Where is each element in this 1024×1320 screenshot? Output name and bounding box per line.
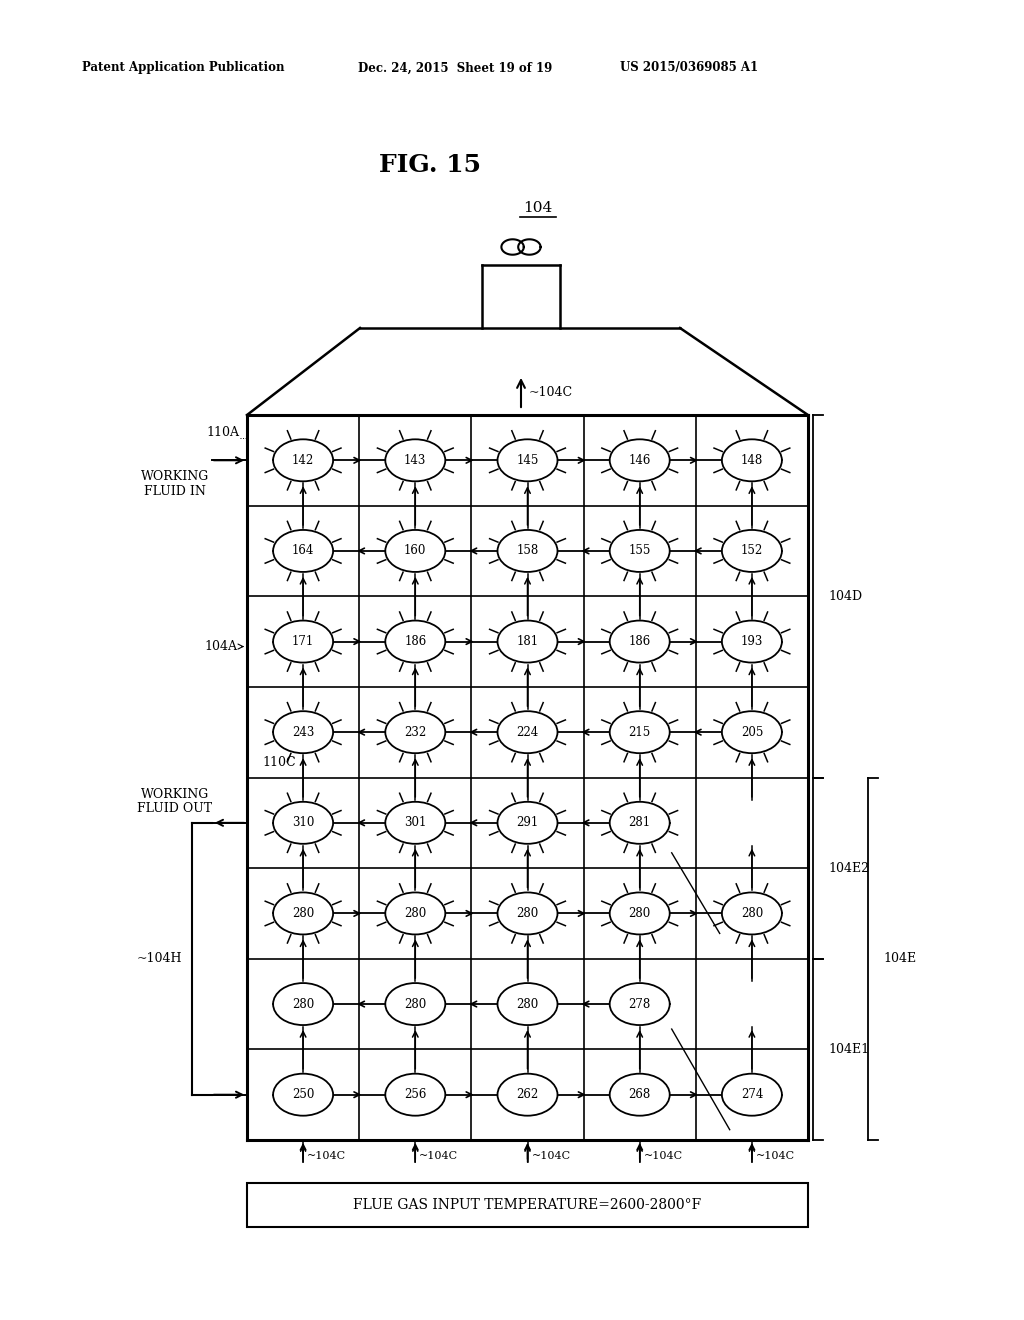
Text: 143: 143 <box>404 454 426 467</box>
Ellipse shape <box>609 620 670 663</box>
Text: ~104C: ~104C <box>756 1151 795 1162</box>
Text: 281: 281 <box>629 816 651 829</box>
Ellipse shape <box>609 440 670 482</box>
Text: 280: 280 <box>404 907 426 920</box>
Text: 145: 145 <box>516 454 539 467</box>
Text: 104A: 104A <box>204 640 237 653</box>
Text: 155: 155 <box>629 544 651 557</box>
Ellipse shape <box>273 892 333 935</box>
Ellipse shape <box>609 1073 670 1115</box>
Ellipse shape <box>609 529 670 572</box>
Ellipse shape <box>609 983 670 1026</box>
Text: 110A: 110A <box>206 426 239 438</box>
Text: 268: 268 <box>629 1088 651 1101</box>
Ellipse shape <box>273 1073 333 1115</box>
Text: FLUE GAS INPUT TEMPERATURE=2600-2800°F: FLUE GAS INPUT TEMPERATURE=2600-2800°F <box>353 1199 701 1212</box>
Text: 152: 152 <box>740 544 763 557</box>
Ellipse shape <box>385 892 445 935</box>
Text: 278: 278 <box>629 998 651 1011</box>
Text: 280: 280 <box>629 907 651 920</box>
Ellipse shape <box>273 529 333 572</box>
Ellipse shape <box>385 983 445 1026</box>
Text: 164: 164 <box>292 544 314 557</box>
Ellipse shape <box>385 440 445 482</box>
Text: WORKING
FLUID OUT: WORKING FLUID OUT <box>137 788 213 816</box>
Text: Dec. 24, 2015  Sheet 19 of 19: Dec. 24, 2015 Sheet 19 of 19 <box>358 62 552 74</box>
Text: 181: 181 <box>516 635 539 648</box>
Text: 104: 104 <box>523 201 553 215</box>
Text: ~104C: ~104C <box>531 1151 570 1162</box>
Ellipse shape <box>498 1073 557 1115</box>
Ellipse shape <box>273 711 333 754</box>
Text: 280: 280 <box>740 907 763 920</box>
Ellipse shape <box>498 620 557 663</box>
Text: 232: 232 <box>404 726 426 739</box>
Text: 104E1: 104E1 <box>828 1043 869 1056</box>
Text: 104E2: 104E2 <box>828 862 869 875</box>
Ellipse shape <box>385 620 445 663</box>
Text: 280: 280 <box>516 998 539 1011</box>
Ellipse shape <box>722 892 782 935</box>
Text: 280: 280 <box>292 907 314 920</box>
Text: 160: 160 <box>404 544 426 557</box>
Ellipse shape <box>273 620 333 663</box>
Text: 256: 256 <box>404 1088 426 1101</box>
Ellipse shape <box>498 801 557 843</box>
Text: ~104C: ~104C <box>529 387 573 400</box>
Text: 146: 146 <box>629 454 651 467</box>
Text: 215: 215 <box>629 726 651 739</box>
Text: 243: 243 <box>292 726 314 739</box>
Ellipse shape <box>273 983 333 1026</box>
Text: 148: 148 <box>740 454 763 467</box>
Text: 158: 158 <box>516 544 539 557</box>
Ellipse shape <box>385 1073 445 1115</box>
Text: 250: 250 <box>292 1088 314 1101</box>
Text: 205: 205 <box>740 726 763 739</box>
Text: 280: 280 <box>404 998 426 1011</box>
Text: 262: 262 <box>516 1088 539 1101</box>
Ellipse shape <box>385 711 445 754</box>
Text: 110C: 110C <box>262 756 296 770</box>
Text: ~104C: ~104C <box>419 1151 459 1162</box>
Ellipse shape <box>273 440 333 482</box>
Text: 171: 171 <box>292 635 314 648</box>
Text: 224: 224 <box>516 726 539 739</box>
Text: ~104C: ~104C <box>307 1151 346 1162</box>
Text: 274: 274 <box>740 1088 763 1101</box>
Ellipse shape <box>609 711 670 754</box>
Text: ~104H: ~104H <box>136 952 182 965</box>
Ellipse shape <box>722 1073 782 1115</box>
FancyBboxPatch shape <box>247 1183 808 1228</box>
Ellipse shape <box>498 711 557 754</box>
Text: 104D: 104D <box>828 590 862 603</box>
Ellipse shape <box>273 801 333 843</box>
Text: Patent Application Publication: Patent Application Publication <box>82 62 285 74</box>
Text: 186: 186 <box>629 635 651 648</box>
Ellipse shape <box>609 801 670 843</box>
Ellipse shape <box>385 529 445 572</box>
Text: 186: 186 <box>404 635 426 648</box>
Text: 280: 280 <box>516 907 539 920</box>
Text: FIG. 15: FIG. 15 <box>379 153 481 177</box>
Ellipse shape <box>722 529 782 572</box>
Text: 310: 310 <box>292 816 314 829</box>
Ellipse shape <box>498 983 557 1026</box>
Text: US 2015/0369085 A1: US 2015/0369085 A1 <box>620 62 758 74</box>
Ellipse shape <box>385 801 445 843</box>
Text: ~104C: ~104C <box>644 1151 683 1162</box>
Text: 104E: 104E <box>883 952 916 965</box>
Text: 291: 291 <box>516 816 539 829</box>
Ellipse shape <box>498 529 557 572</box>
Ellipse shape <box>722 620 782 663</box>
Text: 301: 301 <box>404 816 426 829</box>
Ellipse shape <box>498 892 557 935</box>
Ellipse shape <box>498 440 557 482</box>
Ellipse shape <box>722 440 782 482</box>
Ellipse shape <box>722 711 782 754</box>
Ellipse shape <box>609 892 670 935</box>
Text: 142: 142 <box>292 454 314 467</box>
Text: 280: 280 <box>292 998 314 1011</box>
Text: 193: 193 <box>740 635 763 648</box>
Text: WORKING
FLUID IN: WORKING FLUID IN <box>141 470 209 499</box>
